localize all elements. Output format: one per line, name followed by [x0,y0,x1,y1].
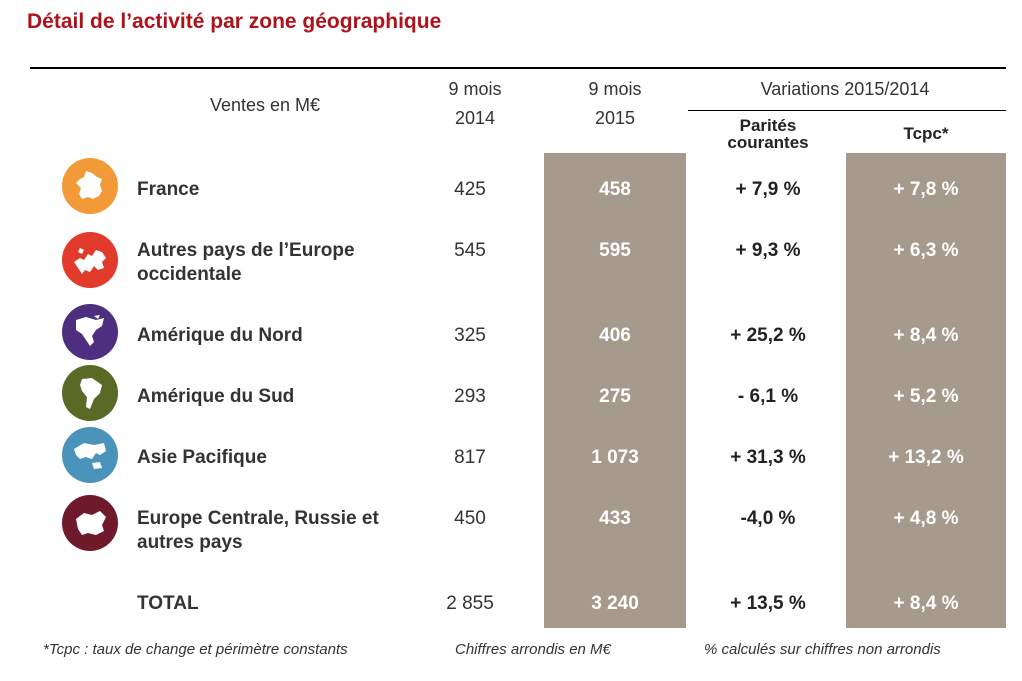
column-tcpc-shade [846,153,1006,628]
value-2014: 545 [454,240,486,261]
zone-label: Autres pays de l’Europe occidentale [137,240,355,285]
variation-tcpc: + 6,3 % [893,240,959,261]
variation-tcpc: + 8,4 % [893,325,959,346]
column-2015-shade [544,153,686,628]
variation-tcpc: + 13,2 % [888,447,964,468]
total-label: TOTAL [137,593,199,614]
value-2014: 817 [454,447,486,468]
variation-parites: - 6,1 % [737,386,799,407]
value-2015: 275 [599,386,631,407]
footnote-tcpc: *Tcpc : taux de change et périmètre cons… [43,641,348,658]
value-2015: 1 073 [591,447,639,468]
table-top-rule [30,67,1006,69]
value-2015: 458 [599,179,631,200]
asia-pacific-map-icon [62,427,118,483]
central-europe-map-icon [62,495,118,551]
western-europe-map-icon [62,232,118,288]
variation-tcpc: + 7,8 % [893,179,959,200]
header-parites-line1: Parités [739,116,797,135]
value-2014: 425 [454,179,486,200]
zone-label: Amérique du Sud [137,386,295,407]
zone-label: Europe Centrale, Russie et autres pays [137,508,379,553]
variation-parites: + 7,9 % [735,179,801,200]
value-2014: 325 [454,325,486,346]
variation-tcpc: + 4,8 % [893,508,959,529]
footnote-rounded: Chiffres arrondis en M€ [455,641,611,658]
total-2015: 3 240 [591,593,639,614]
south-america-map-icon [62,365,118,421]
header-parites-line2: courantes [727,133,809,152]
header-2015-line2: 2015 [594,108,636,128]
north-america-map-icon [62,304,118,360]
footnote-percent: % calculés sur chiffres non arrondis [704,641,941,658]
total-variation-tcpc: + 8,4 % [893,593,959,614]
header-variations: Variations 2015/2014 [760,79,930,99]
header-tcpc: Tcpc* [903,124,949,143]
value-2015: 595 [599,240,631,261]
variation-parites: + 9,3 % [735,240,801,261]
value-2015: 406 [599,325,631,346]
total-2014: 2 855 [446,593,494,614]
zone-label: Asie Pacifique [137,447,267,468]
variation-parites: + 31,3 % [730,447,806,468]
total-variation-parites: + 13,5 % [730,593,806,614]
header-2015-line1: 9 mois [588,79,642,99]
value-2014: 293 [454,386,486,407]
page-title: Détail de l’activité par zone géographiq… [27,10,442,33]
variation-parites: -4,0 % [740,508,796,529]
header-ventes: Ventes en M€ [209,95,321,115]
variation-tcpc: + 5,2 % [893,386,959,407]
zone-label: France [137,179,200,200]
zone-label: Amérique du Nord [137,325,303,346]
variation-parites: + 25,2 % [730,325,806,346]
header-2014-line1: 9 mois [448,79,502,99]
value-2014: 450 [454,508,486,529]
france-map-icon [62,158,118,214]
value-2015: 433 [599,508,631,529]
variations-rule [688,110,1006,111]
header-2014-line2: 2014 [454,108,496,128]
